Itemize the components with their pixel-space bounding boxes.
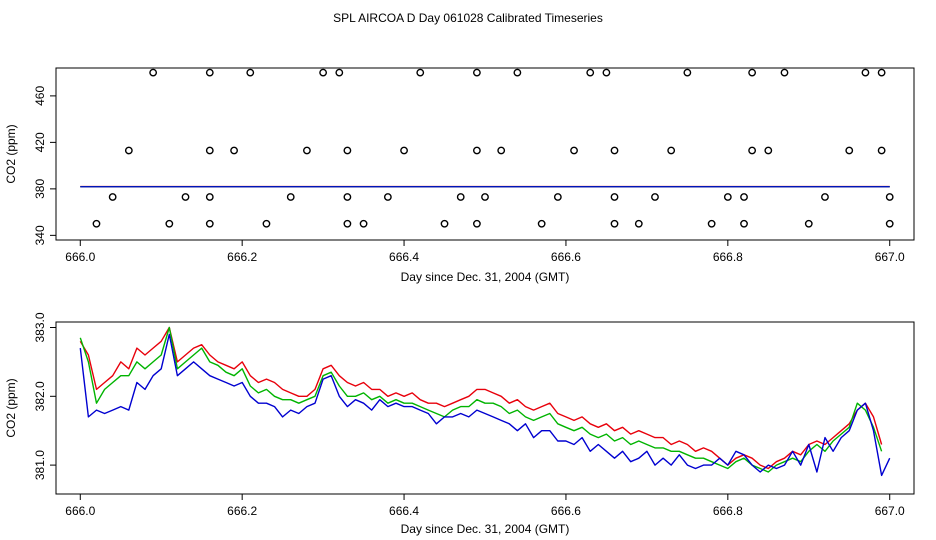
outlier-point <box>400 146 408 155</box>
outlier-point <box>262 219 271 228</box>
bottom-y-axis: 381.0 382.0 383.0 <box>33 312 56 480</box>
outlier-point <box>748 68 757 77</box>
top-x-tick-label: 666.8 <box>713 250 743 264</box>
outlier-point <box>804 219 813 228</box>
outlier-point <box>610 193 619 201</box>
outlier-point <box>497 146 506 155</box>
outlier-point <box>473 68 481 77</box>
bottom-y-axis-label: CO2 (ppm) <box>4 378 18 437</box>
outlier-point <box>205 193 214 201</box>
outlier-point <box>877 68 886 77</box>
outlier-point <box>303 146 311 155</box>
outlier-point <box>473 146 481 155</box>
outlier-point <box>343 146 352 155</box>
top-outlier-points <box>92 68 894 228</box>
top-y-tick-label: 460 <box>33 86 47 106</box>
top-y-tick-label: 380 <box>33 179 47 199</box>
top-panel: 666.0 666.2 666.4 666.6 666.8 667.0 340 380 420… <box>4 67 915 284</box>
outlier-point <box>723 193 732 201</box>
top-y-axis: 340 380 420 460 <box>33 86 56 245</box>
outlier-point <box>343 219 352 228</box>
top-y-tick-label: 340 <box>33 225 47 245</box>
outlier-point <box>440 219 449 228</box>
outlier-point <box>683 68 692 77</box>
bottom-x-tick-label: 666.0 <box>65 504 95 518</box>
outlier-point <box>205 219 214 228</box>
top-y-axis-label: CO2 (ppm) <box>4 124 18 183</box>
outlier-point <box>108 193 117 201</box>
outlier-point <box>610 219 619 228</box>
bottom-x-axis-label: Day since Dec. 31, 2004 (GMT) <box>401 522 570 536</box>
outlier-point <box>513 68 522 77</box>
top-x-tick-label: 666.6 <box>551 250 581 264</box>
bottom-y-tick-label: 382.0 <box>33 381 47 411</box>
outlier-point <box>383 193 392 201</box>
bottom-x-tick-label: 666.6 <box>551 504 581 518</box>
bottom-series-group <box>79 326 891 477</box>
outlier-point <box>586 68 595 77</box>
outlier-point <box>456 193 465 201</box>
top-x-axis-label: Day since Dec. 31, 2004 (GMT) <box>401 270 570 284</box>
top-y-tick-label: 420 <box>33 132 47 152</box>
top-x-tick-label: 666.0 <box>65 250 95 264</box>
outlier-point <box>473 219 481 228</box>
outlier-point <box>124 146 133 155</box>
outlier-point <box>359 219 368 228</box>
top-x-tick-label: 667.0 <box>875 250 905 264</box>
outlier-point <box>764 146 773 155</box>
bottom-panel: 666.0 666.2 666.4 666.6 666.8 667.0 381.0 382.… <box>4 312 915 536</box>
outlier-point <box>780 68 789 77</box>
outlier-point <box>205 68 214 77</box>
outlier-point <box>149 68 158 77</box>
outlier-point <box>246 68 255 77</box>
bottom-x-axis: 666.0 666.2 666.4 666.6 666.8 667.0 <box>65 494 905 518</box>
outlier-point <box>165 219 174 228</box>
outlier-point <box>205 146 214 155</box>
outlier-point <box>707 219 716 228</box>
bottom-x-tick-label: 666.4 <box>389 504 419 518</box>
chart-title: SPL AIRCOA D Day 061028 Calibrated Times… <box>333 11 603 25</box>
outlier-point <box>537 219 546 228</box>
outlier-point <box>885 193 894 201</box>
outlier-point <box>667 146 676 155</box>
outlier-point <box>610 146 619 155</box>
top-x-axis: 666.0 666.2 666.4 666.6 666.8 667.0 <box>65 240 905 264</box>
bottom-series-line-blue <box>79 333 891 477</box>
outlier-point <box>861 68 870 77</box>
outlier-point <box>651 193 659 201</box>
outlier-point <box>92 219 101 228</box>
top-x-tick-label: 666.4 <box>389 250 419 264</box>
bottom-x-tick-label: 666.8 <box>713 504 743 518</box>
bottom-x-tick-label: 666.2 <box>227 504 257 518</box>
outlier-point <box>748 146 757 155</box>
outlier-point <box>343 193 352 201</box>
bottom-y-tick-label: 383.0 <box>33 312 47 342</box>
outlier-point <box>740 193 748 201</box>
outlier-point <box>570 146 578 155</box>
outlier-point <box>286 193 295 201</box>
outlier-point <box>740 219 748 228</box>
outlier-point <box>553 193 562 201</box>
bottom-x-tick-label: 667.0 <box>875 504 905 518</box>
outlier-point <box>335 68 344 77</box>
outlier-point <box>885 219 894 228</box>
outlier-point <box>319 68 328 77</box>
top-x-tick-label: 666.2 <box>227 250 257 264</box>
outlier-point <box>821 193 829 201</box>
outlier-point <box>230 146 238 155</box>
outlier-point <box>481 193 489 201</box>
outlier-point <box>602 68 611 77</box>
outlier-point <box>634 219 643 228</box>
top-plot-box <box>55 67 915 241</box>
outlier-point <box>416 68 425 77</box>
outlier-point <box>845 146 854 155</box>
bottom-series-line-red <box>79 326 883 470</box>
outlier-point <box>181 193 190 201</box>
outlier-point <box>877 146 886 155</box>
bottom-y-tick-label: 381.0 <box>33 450 47 480</box>
bottom-plot-box <box>55 321 915 495</box>
bottom-series-line-green <box>79 326 883 473</box>
